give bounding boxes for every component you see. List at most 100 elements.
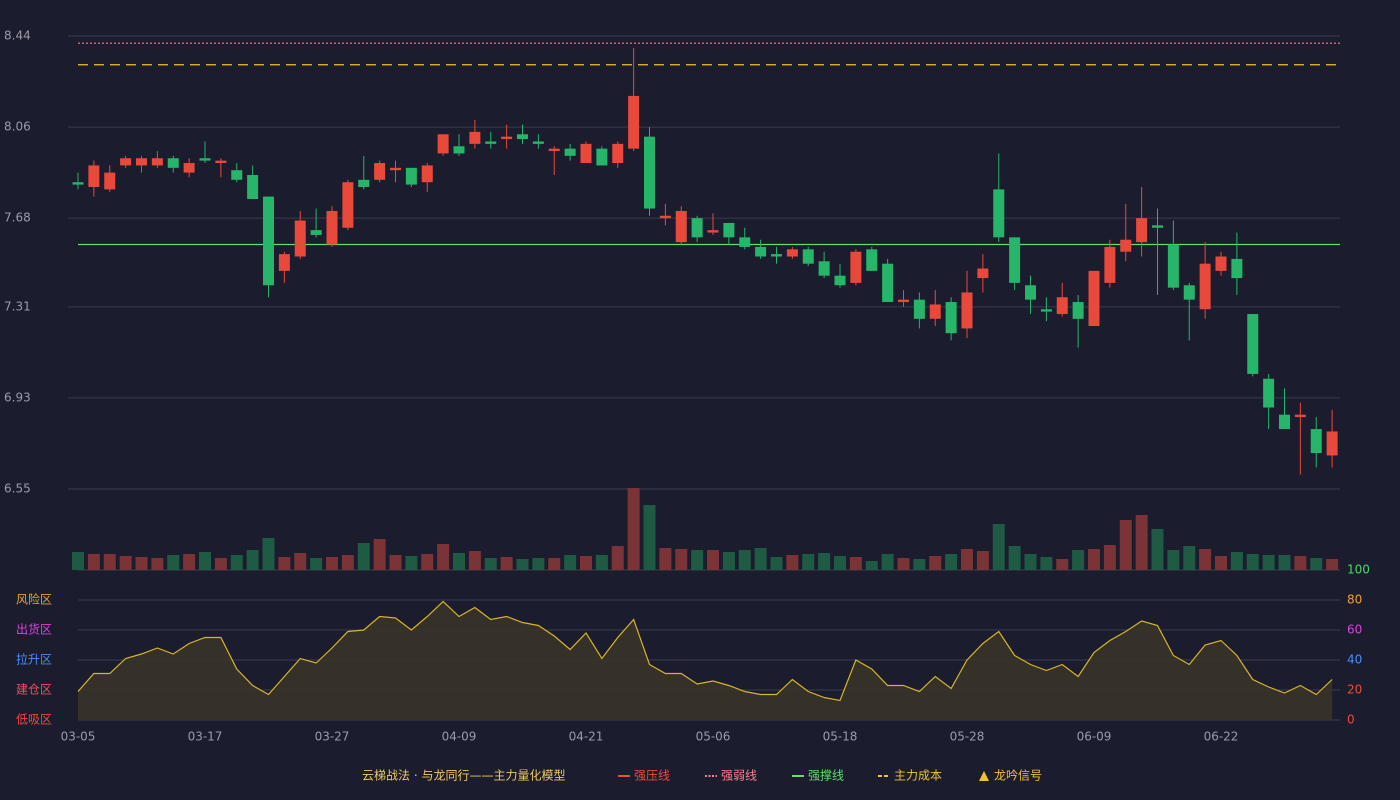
indicator-tick-label: 0 <box>1347 713 1355 727</box>
volume-bar <box>945 554 958 570</box>
y-tick-label: 6.93 <box>4 390 31 404</box>
zone-label: 低吸区 <box>16 713 52 727</box>
candle-body <box>183 163 195 173</box>
volume-bar <box>278 557 291 570</box>
candle-body <box>1247 314 1259 374</box>
candle-body <box>675 210 687 243</box>
candle-body <box>390 167 401 171</box>
candle-body <box>310 230 322 235</box>
candle-body <box>1152 225 1163 228</box>
volume-bar <box>1326 559 1339 570</box>
volume-bar <box>1008 546 1021 570</box>
y-tick-label: 6.55 <box>4 482 31 496</box>
volume-bar <box>675 549 688 570</box>
candle-body <box>1326 431 1338 456</box>
volume-bar <box>802 554 815 570</box>
candle-body <box>977 268 989 279</box>
x-tick-label: 04-21 <box>569 730 604 744</box>
candle-body <box>1040 309 1052 312</box>
volume-bar <box>548 558 561 570</box>
legend-label: 主力成本 <box>894 769 942 783</box>
volume-bar <box>214 558 227 570</box>
volume-bar <box>1215 556 1227 570</box>
volume-bar <box>1024 554 1037 570</box>
x-tick-label: 04-09 <box>442 730 477 744</box>
volume-bar <box>627 488 640 570</box>
candle-body <box>898 299 909 303</box>
volume-bar <box>532 558 545 570</box>
volume-bar <box>87 554 100 570</box>
zone-label: 建仓区 <box>16 683 52 697</box>
volume-bar <box>929 556 942 570</box>
volume-bar <box>1199 549 1212 570</box>
volume-bar <box>183 554 196 570</box>
candle-body <box>707 230 719 233</box>
candle-body <box>564 148 576 156</box>
candle-body <box>993 189 1005 238</box>
zone-label: 拉升区 <box>16 652 52 667</box>
volume-bar <box>103 554 116 570</box>
candle-body <box>659 215 671 219</box>
candle-body <box>596 148 608 166</box>
candle-body <box>1215 256 1227 271</box>
candle-body <box>913 299 925 319</box>
volume-bar <box>294 553 307 570</box>
candle-body <box>263 196 274 286</box>
candle-body <box>1294 414 1306 418</box>
candle-body <box>167 158 179 168</box>
x-tick-label: 03-17 <box>188 730 223 744</box>
candle-body <box>88 165 100 187</box>
candle-body <box>866 249 878 271</box>
volume-bar <box>516 559 529 570</box>
volume-bar <box>1230 552 1243 570</box>
volume-bar <box>453 553 465 570</box>
candle-body <box>247 175 259 199</box>
volume-bar <box>389 555 402 570</box>
candle-body <box>1088 270 1100 327</box>
candle-body <box>929 304 941 319</box>
volume-bar <box>992 524 1005 570</box>
candle-body <box>1310 429 1322 454</box>
candle-body <box>358 179 370 187</box>
volume-bar <box>1135 515 1148 570</box>
volume-bar <box>643 505 656 570</box>
candle-body <box>834 275 846 286</box>
candle-body <box>644 136 655 209</box>
candle-body <box>850 251 862 283</box>
candle-body <box>1167 244 1179 288</box>
candle-body <box>342 182 354 228</box>
candle-body <box>1279 414 1290 430</box>
volume-bar <box>1088 549 1100 570</box>
indicator-tick-label: 60 <box>1347 623 1362 637</box>
candle-body <box>961 292 973 329</box>
candle-body <box>1025 285 1036 300</box>
volume-bar <box>897 558 910 570</box>
candle-body <box>231 170 243 180</box>
volume-bar <box>738 550 751 570</box>
y-tick-label: 8.44 <box>4 29 31 43</box>
indicator-line <box>77 600 1333 702</box>
volume-bar <box>707 550 719 570</box>
candle-body <box>1072 302 1084 319</box>
candle-body <box>136 158 147 166</box>
zone-label: 风险区 <box>16 592 52 607</box>
candle-body <box>1231 258 1243 279</box>
candle-body <box>771 254 782 257</box>
x-tick-label: 06-09 <box>1077 730 1112 744</box>
volume-bar <box>1278 555 1291 570</box>
y-tick-label: 8.06 <box>4 120 31 134</box>
candle-body <box>786 249 798 257</box>
candle-body <box>1120 239 1132 252</box>
volume-bar <box>580 556 592 570</box>
legend-label: 龙吟信号 <box>994 768 1042 783</box>
candle-body <box>1009 237 1021 283</box>
candle-body <box>421 165 433 183</box>
volume-bar <box>849 557 862 570</box>
legend-signal-marker <box>979 771 989 781</box>
volume-bar <box>310 558 323 570</box>
volume-bar <box>468 551 481 570</box>
volume-bar <box>1167 550 1180 570</box>
candle-body <box>72 182 84 185</box>
volume-bar <box>564 555 577 570</box>
